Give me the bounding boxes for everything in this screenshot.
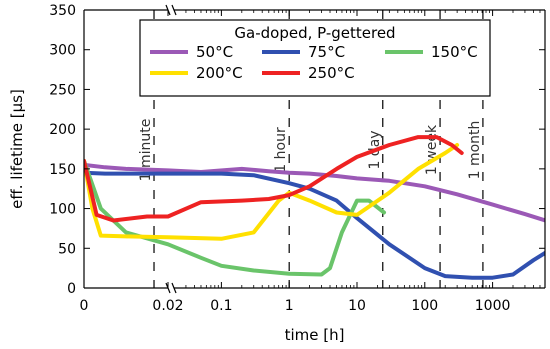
axis-break-mark (171, 282, 177, 294)
x-tick-label: 1000 (475, 298, 511, 314)
y-tick-label: 300 (49, 43, 76, 59)
axes: 0 50 100 150 200 250 300 350 0 0.02 0.1 1 10 100 1000 t… (8, 3, 546, 344)
y-tick-label: 350 (49, 3, 76, 19)
x-tick-label: 0.1 (210, 298, 232, 314)
x-tick-label: 1 (285, 298, 294, 314)
legend-label: 75°C (308, 43, 345, 61)
time-marker-label: 1 hour (273, 127, 289, 173)
series-line-50C (84, 162, 545, 223)
y-axis-label: eff. lifetime [µs] (8, 89, 26, 209)
legend-title: Ga-doped, P-gettered (234, 24, 395, 42)
series-line-75C (84, 170, 545, 280)
y-tick-label: 50 (58, 241, 76, 257)
legend-label: 250°C (308, 64, 355, 82)
x-tick-label: 100 (411, 298, 438, 314)
time-marker-label: 1 month (467, 121, 483, 180)
series-line-250C (84, 135, 464, 223)
series-line-150C (84, 158, 386, 277)
y-tick-label: 150 (49, 162, 76, 178)
x-tick-label: 0 (80, 298, 89, 314)
legend-label: 150°C (431, 43, 478, 61)
x-tick-label: 10 (348, 298, 366, 314)
axis-break-mark (171, 4, 177, 16)
time-marker-label: 1 week (424, 124, 440, 175)
legend-label: 200°C (196, 64, 243, 82)
x-tick-label: 0.02 (152, 298, 183, 314)
time-marker-label: 1 minute (138, 119, 154, 182)
x-axis-label: time [h] (285, 326, 345, 344)
y-tick-label: 250 (49, 82, 76, 98)
y-tick-label: 100 (49, 202, 76, 218)
y-tick-label: 0 (67, 281, 76, 297)
legend-label: 50°C (196, 43, 233, 61)
series-lines (84, 135, 545, 280)
legend-box (139, 19, 491, 97)
y-tick-label: 200 (49, 122, 76, 138)
